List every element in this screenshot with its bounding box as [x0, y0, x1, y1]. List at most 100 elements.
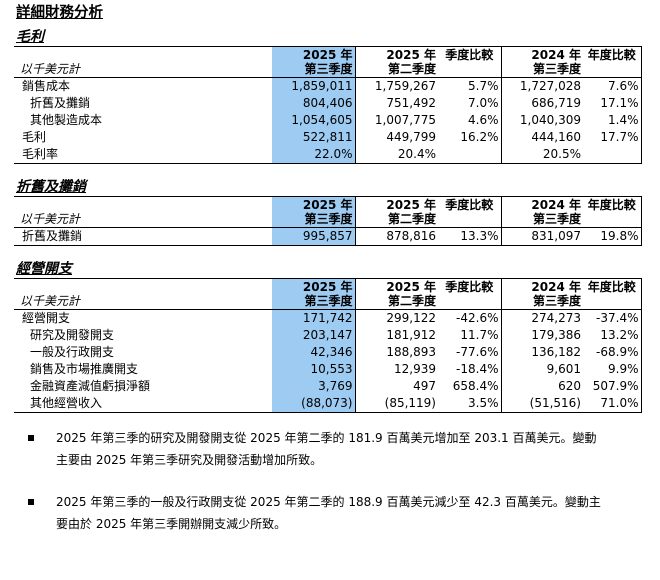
- row-label: 其他經營收入: [14, 395, 272, 413]
- table-cell: 181,912: [354, 327, 438, 344]
- table-row: 金融資產減值虧損淨額 3,769 497 658.4% 620 507.9%: [14, 378, 642, 395]
- table-cell: 136,182: [500, 344, 583, 361]
- table-cell: -42.6%: [456, 311, 499, 325]
- table-cell: 3.5%: [438, 395, 501, 413]
- table-cell: 13.3%: [438, 227, 501, 246]
- table-cell: 71.0%: [583, 395, 642, 413]
- table-cell: 1,054,605: [272, 112, 355, 129]
- table-cell: 19.8%: [583, 227, 642, 246]
- note-item: 2025 年第三季的研究及開發開支從 2025 年第二季的 181.9 百萬美元…: [28, 427, 648, 471]
- row-label: 經營開支: [22, 311, 71, 325]
- table-cell: 497: [354, 378, 438, 395]
- financial-table: 2025 年 2025 年季度比較 2024 年年度比較 以千美元計 第三季度 第二季度第…: [14, 46, 642, 164]
- table-cell: 22.0%: [272, 146, 355, 164]
- column-header: 2025 年: [272, 196, 355, 212]
- table-row: 銷售及市場推廣開支 10,553 12,939 -18.4% 9,601 9.9%: [14, 361, 642, 378]
- table-cell: 1,727,028: [500, 77, 583, 95]
- table-cell: 179,386: [500, 327, 583, 344]
- table-cell: 9,601: [500, 361, 583, 378]
- table-cell: -77.6%: [456, 345, 499, 359]
- table-cell: 658.4%: [452, 379, 499, 393]
- table-cell: 449,799: [354, 129, 438, 146]
- table-cell: 1,859,011: [272, 77, 355, 95]
- note-item: 2025 年第三季的一般及行政開支從 2025 年第二季的 188.9 百萬美元…: [28, 491, 648, 535]
- column-header: [438, 212, 501, 228]
- section-title: 經營開支: [16, 261, 72, 277]
- table-cell: 804,406: [272, 95, 355, 112]
- column-header: 第三季度: [272, 294, 355, 310]
- column-header: [583, 294, 642, 310]
- header-cell: [14, 196, 272, 212]
- row-label: 銷售成本: [22, 79, 71, 93]
- row-label: 折舊及攤銷: [30, 96, 91, 110]
- table-cell: 7.0%: [468, 96, 499, 110]
- table-cell: 20.5%: [500, 146, 583, 164]
- header-row: 以千美元計 第三季度 第二季度 第三季度: [14, 62, 642, 78]
- table-cell: -68.9%: [583, 344, 642, 361]
- row-label: 研究及開發開支: [30, 328, 115, 342]
- table-cell: 751,492: [354, 95, 438, 112]
- financial-table: 2025 年 2025 年季度比較 2024 年年度比較 以千美元計 第三季度 第二季度第…: [14, 278, 642, 413]
- table-cell: 995,857: [272, 227, 355, 246]
- table-cell: 1,007,775: [354, 112, 438, 129]
- table-cell: 9.9%: [583, 361, 642, 378]
- table-row: 其他製造成本 1,054,605 1,007,775 4.6% 1,040,309 1.4…: [14, 112, 642, 129]
- notes-list: 2025 年第三季的研究及開發開支從 2025 年第二季的 181.9 百萬美元…: [28, 427, 648, 535]
- table-cell: 203,147: [272, 327, 355, 344]
- table-row: 折舊及攤銷 995,857 878,816 13.3% 831,097 19.8%: [14, 227, 642, 246]
- row-label: 毛利: [22, 130, 47, 144]
- table-cell: -37.4%: [583, 309, 642, 327]
- column-header: 第三季度: [500, 62, 583, 78]
- column-header: 第三季度: [500, 294, 583, 310]
- column-header: 2025 年: [272, 46, 355, 62]
- header-row: 以千美元計 第三季度 第二季度 第三季度: [14, 212, 642, 228]
- column-header: 2024 年: [500, 46, 583, 62]
- column-header: 第三季度: [272, 62, 355, 78]
- header-cell: [14, 46, 272, 62]
- table-cell: 42,346: [272, 344, 355, 361]
- table-cell: (88,073): [272, 395, 355, 413]
- column-header: [438, 294, 501, 310]
- column-header: 第三季度: [272, 212, 355, 228]
- column-header: 季度比較: [438, 46, 501, 62]
- column-header: 2025 年: [354, 46, 438, 62]
- column-header: 2024 年: [500, 278, 583, 294]
- document-title: 詳細財務分析: [16, 5, 103, 21]
- table-cell: 831,097: [500, 227, 583, 246]
- column-header: 2025 年: [272, 278, 355, 294]
- column-header: 第三季度: [500, 212, 583, 228]
- table-cell: 17.7%: [583, 129, 642, 146]
- column-header: 季度比較: [438, 196, 501, 212]
- note-line: 要由於 2025 年第三季開辦開支減少所致。: [56, 517, 287, 531]
- header-row: 2025 年 2025 年季度比較 2024 年年度比較: [14, 278, 642, 294]
- column-header: 第二季度: [354, 294, 438, 310]
- note-line: 2025 年第三季的一般及行政開支從 2025 年第二季的 188.9 百萬美元…: [56, 495, 601, 509]
- table-cell: [438, 146, 501, 164]
- table-cell: (51,516): [500, 395, 583, 413]
- unit-label: 以千美元計: [14, 212, 272, 228]
- table-cell: 171,742: [272, 309, 355, 327]
- table-cell: 299,122: [354, 309, 438, 327]
- table-cell: 1.4%: [583, 112, 642, 129]
- column-header: 2024 年: [500, 196, 583, 212]
- table-cell: 20.4%: [354, 146, 438, 164]
- note-line: 主要由 2025 年第三季研究及開發活動增加所致。: [56, 453, 323, 467]
- row-label: 毛利率: [14, 146, 272, 164]
- table-cell: 1,759,267: [354, 77, 438, 95]
- column-header: 第二季度: [354, 212, 438, 228]
- table-cell: -18.4%: [456, 362, 499, 376]
- bullet-icon: [28, 435, 34, 441]
- table-cell: 7.6%: [583, 77, 642, 95]
- table-cell: 13.2%: [583, 327, 642, 344]
- header-row: 以千美元計 第三季度 第二季度 第三季度: [14, 294, 642, 310]
- table-cell: (85,119): [354, 395, 438, 413]
- header-row: 2025 年 2025 年季度比較 2024 年年度比較: [14, 196, 642, 212]
- row-label: 金融資產減值虧損淨額: [30, 379, 151, 393]
- table-cell: 507.9%: [583, 378, 642, 395]
- table-cell: 16.2%: [460, 130, 499, 144]
- table-cell: 274,273: [500, 309, 583, 327]
- section-title: 毛利: [16, 29, 44, 45]
- header-cell: [14, 278, 272, 294]
- table-row: 研究及開發開支 203,147 181,912 11.7% 179,386 13.2%: [14, 327, 642, 344]
